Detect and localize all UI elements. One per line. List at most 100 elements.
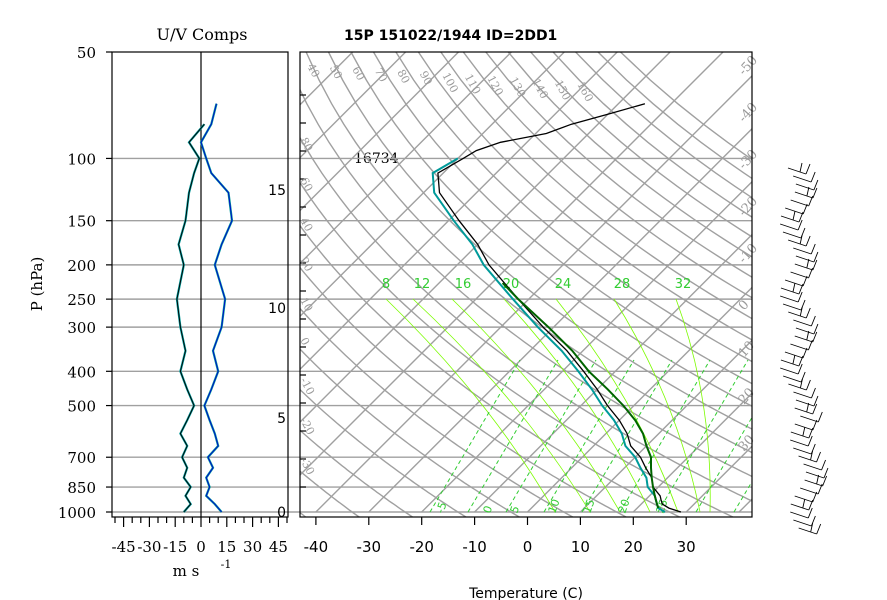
dry-adiabat-line bbox=[417, 52, 752, 341]
mixing-ratio-label: 28 bbox=[614, 277, 631, 292]
temperature-tick-label: -40 bbox=[304, 538, 329, 556]
theta-label: 90 bbox=[417, 69, 435, 87]
uv-panel-title: U/V Comps bbox=[156, 25, 247, 44]
wind-barb-flag bbox=[798, 211, 804, 223]
dry-adiabat-bottom-label: 20 bbox=[616, 497, 633, 515]
mixing-ratio-label: 32 bbox=[675, 277, 692, 292]
wind-barb-flag bbox=[807, 435, 813, 447]
wind-barb-flag bbox=[808, 195, 814, 207]
wind-barb-staff bbox=[785, 207, 804, 215]
uv-x-tick-label: 30 bbox=[243, 538, 262, 556]
wind-barb-flag bbox=[808, 339, 813, 351]
wind-barb-flag bbox=[822, 475, 828, 487]
pressure-tick-label: 300 bbox=[67, 319, 96, 337]
wind-barb-flag bbox=[816, 451, 821, 463]
temperature-tick-label: 10 bbox=[571, 538, 590, 556]
isotherm-line bbox=[792, 52, 887, 512]
wind-barb-flag bbox=[799, 378, 803, 389]
parcel-trace bbox=[501, 282, 660, 509]
wind-barb-staff bbox=[794, 335, 813, 343]
mixing-ratio-line bbox=[385, 298, 556, 513]
isotherm-line bbox=[300, 52, 618, 371]
wind-barb-flag bbox=[813, 395, 819, 407]
dry-adiabat-bottom-label: 25 bbox=[654, 497, 671, 515]
wind-barb-flag bbox=[808, 267, 813, 279]
isotherm-right-label: 20 bbox=[736, 385, 758, 407]
wind-barb-flag bbox=[813, 323, 819, 335]
theta-label: 70 bbox=[372, 66, 390, 84]
wind-barb-flag bbox=[810, 315, 816, 327]
wind-barb-staff bbox=[780, 215, 800, 223]
wind-barb-staff bbox=[787, 167, 807, 175]
wind-barb-flag bbox=[823, 467, 829, 479]
dry-adiabat-line bbox=[300, 307, 575, 517]
theta-label: 100 bbox=[439, 70, 460, 95]
wind-barb-flag bbox=[792, 210, 796, 221]
wind-barb-flag bbox=[802, 203, 808, 215]
isotherm-line bbox=[685, 445, 752, 513]
moist-adiabat-line bbox=[467, 359, 559, 513]
pressure-tick-label: 50 bbox=[77, 44, 96, 62]
wind-barb-flag bbox=[817, 411, 823, 423]
mixing-ratio-line bbox=[555, 298, 679, 513]
dry-adiabat-line bbox=[440, 52, 752, 320]
mixing-ratio-line bbox=[613, 298, 701, 513]
moist-adiabat-line bbox=[733, 480, 752, 513]
wind-barb-staff bbox=[790, 199, 809, 207]
uv-comp-trace bbox=[176, 123, 205, 513]
wind-barb-staff bbox=[780, 295, 799, 303]
wind-barb-flag bbox=[810, 450, 813, 461]
wind-barb-staff bbox=[787, 239, 807, 247]
x-axis-title: Temperature (C) bbox=[468, 586, 583, 600]
wind-barb-flag bbox=[810, 522, 814, 533]
mixing-ratio-line bbox=[412, 298, 591, 513]
pressure-tick-label: 100 bbox=[67, 150, 96, 168]
wind-barb-flag bbox=[792, 282, 796, 293]
uv-traces bbox=[175, 103, 234, 513]
mixing-ratio-line bbox=[675, 298, 711, 513]
wind-barb-flag bbox=[813, 251, 819, 263]
wind-barb-staff bbox=[783, 375, 802, 383]
isotherm-line bbox=[845, 52, 887, 512]
wind-barb-flag bbox=[802, 498, 806, 509]
wind-barb-staff bbox=[804, 479, 823, 487]
dry-adiabat-line bbox=[300, 224, 681, 517]
dry-adiabat-bottom-label: -5 bbox=[434, 500, 450, 515]
mixing-ratio-line bbox=[503, 298, 651, 513]
pressure-tick-label: 850 bbox=[67, 479, 96, 497]
wind-barb-staff bbox=[780, 287, 800, 295]
uv-x-tick-label: -15 bbox=[163, 538, 187, 556]
wind-barb-staff bbox=[782, 231, 802, 239]
isotherm-line bbox=[474, 233, 752, 513]
wind-barb-flag bbox=[802, 347, 808, 359]
wind-barb-flag bbox=[807, 507, 813, 519]
skewt-left-label: 80 bbox=[297, 135, 315, 153]
pressure-tick-label: 1000 bbox=[58, 504, 96, 522]
wind-barb-flag bbox=[802, 275, 808, 287]
temperature-tick-label: 30 bbox=[677, 538, 696, 556]
wind-barb-staff bbox=[803, 463, 822, 471]
wind-barb-staff bbox=[782, 303, 802, 311]
wind-barb-flag bbox=[806, 186, 810, 197]
wind-barb-staff bbox=[788, 311, 807, 319]
wind-barb-staff bbox=[779, 223, 799, 231]
uv-x-tick-label: 15 bbox=[217, 538, 236, 556]
temperature-tick-label: 0 bbox=[523, 538, 533, 556]
height-tick-label: 15 bbox=[268, 183, 286, 199]
wind-barb-flag bbox=[812, 403, 818, 415]
dry-adiabat-line bbox=[300, 388, 468, 517]
wind-barb-flag bbox=[810, 171, 816, 183]
wind-barb-flag bbox=[806, 258, 810, 269]
wind-barb-staff bbox=[798, 455, 817, 463]
wind-barb-flag bbox=[812, 331, 818, 343]
wind-barb-staff bbox=[780, 367, 799, 375]
pressure-tick-label: 700 bbox=[67, 449, 96, 467]
wind-barb-flag bbox=[805, 379, 811, 391]
dry-adiabat-line bbox=[300, 136, 752, 502]
wind-barb-flag bbox=[816, 474, 820, 485]
wind-barb-staff bbox=[793, 519, 812, 527]
skewt-left-label: 40 bbox=[297, 215, 315, 233]
isotherm-line bbox=[579, 339, 752, 513]
skewt-panel-frame bbox=[299, 51, 753, 518]
